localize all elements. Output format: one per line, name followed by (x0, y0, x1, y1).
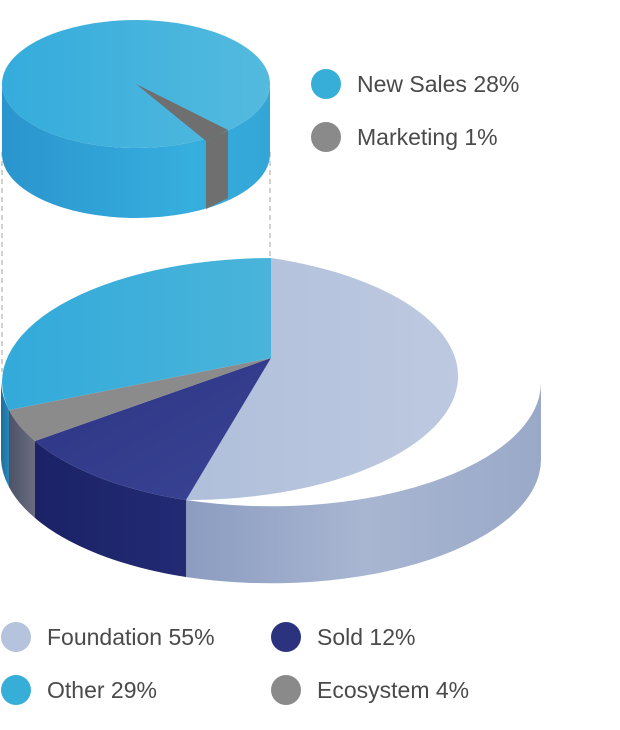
legend-item-foundation: Foundation 55% (1, 622, 215, 652)
breakout-side-marketing (206, 130, 228, 209)
main-top-foundation (186, 258, 459, 501)
legend-label: Marketing 1% (357, 123, 498, 150)
main-top-other (2, 258, 272, 410)
breakout-pie (2, 20, 270, 218)
legend-label: Ecosystem 4% (317, 676, 470, 703)
legend-label: Foundation 55% (47, 623, 215, 650)
legend-item-sold: Sold 12% (271, 622, 415, 652)
legend-swatch (311, 122, 341, 152)
main-pie (1, 258, 542, 584)
main-side-ecosystem (9, 410, 35, 518)
legend-label: Other 29% (47, 676, 157, 703)
legend-item-other: Other 29% (1, 675, 157, 705)
main-top-sold (35, 358, 271, 500)
legend-label: Sold 12% (317, 623, 416, 650)
main-side-other (1, 382, 9, 487)
legend-item-marketing: Marketing 1% (311, 122, 498, 152)
legend-swatch (1, 622, 31, 652)
legend-item-new-sales: New Sales 28% (311, 69, 519, 99)
legend-swatch (271, 622, 301, 652)
main-side-sold (35, 441, 186, 577)
breakout-side-new-sales (2, 84, 270, 218)
legend-swatch (311, 69, 341, 99)
legend-item-ecosystem: Ecosystem 4% (271, 675, 469, 705)
legend-label: New Sales 28% (357, 70, 520, 97)
legend-swatch (271, 675, 301, 705)
breakout-top-marketing (136, 84, 228, 141)
legend-swatch (1, 675, 31, 705)
main-side-foundation (186, 382, 542, 584)
main-top-ecosystem (9, 358, 271, 441)
